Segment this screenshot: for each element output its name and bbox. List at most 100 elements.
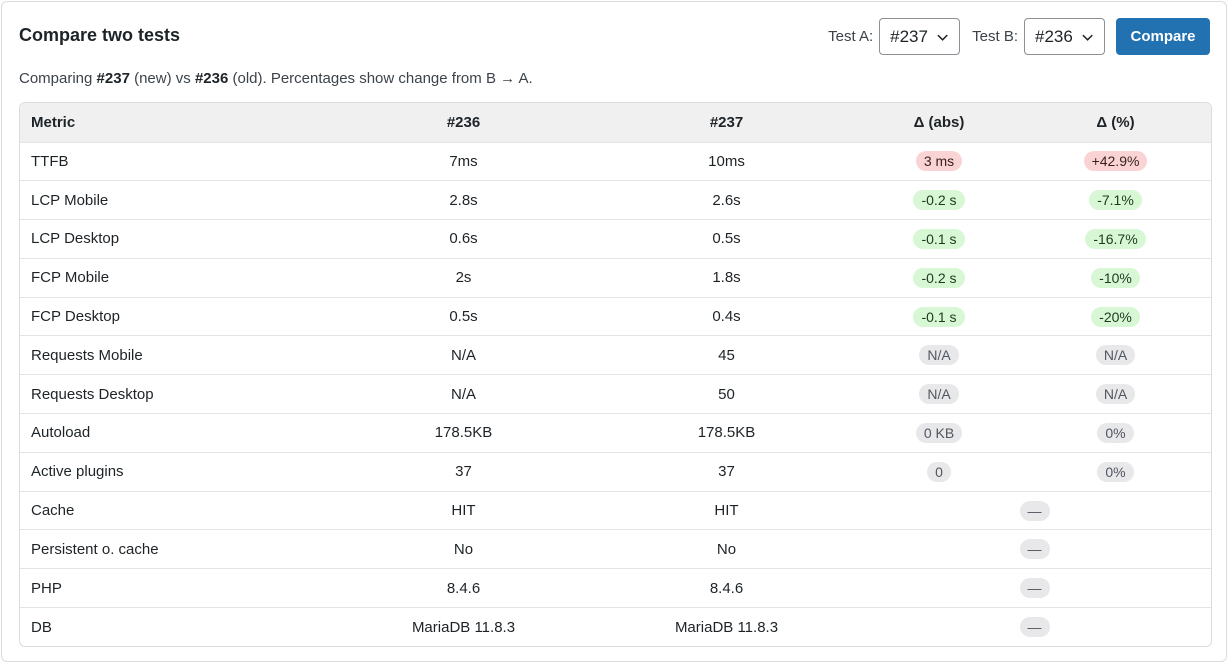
test-a-value-cell: MariaDB 11.8.3	[595, 607, 858, 646]
delta-pct-cell: -16.7%	[1020, 219, 1211, 259]
metric-cell: Requests Desktop	[20, 374, 332, 414]
test-a-value-cell: 1.8s	[595, 257, 858, 298]
test-a-value-cell: 0.4s	[595, 296, 858, 336]
test-a-value-cell: 0.5s	[595, 219, 858, 259]
test-b-select[interactable]: #236	[1024, 18, 1105, 55]
test-a-label: Test A:	[828, 28, 874, 45]
table-header-row: Metric #236 #237 Δ (abs) Δ (%)	[20, 103, 1211, 142]
delta-pct-badge: 0%	[1097, 422, 1134, 443]
table-body: TTFB 7ms 10ms 3 ms +42.9% LCP Mobile 2.8s 2.6s -…	[20, 141, 1211, 646]
delta-abs-badge: -0.2 s	[913, 267, 965, 288]
table-row: DB MariaDB 11.8.3 MariaDB 11.8.3—	[20, 607, 1211, 646]
delta-pct-badge: -10%	[1091, 267, 1140, 288]
test-a-value-cell: 50	[595, 374, 858, 414]
delta-pct-badge: -16.7%	[1085, 228, 1146, 249]
compare-controls: Test A: #237 Test B: #236 Compare	[828, 18, 1210, 55]
delta-pct-cell: N/A	[1020, 374, 1211, 414]
delta-empty-badge: —	[1019, 539, 1050, 560]
delta-pct-badge: -7.1%	[1089, 190, 1142, 211]
delta-pct-cell: 0%	[1020, 451, 1211, 492]
delta-abs-badge: N/A	[919, 345, 959, 366]
table-row: LCP Desktop 0.6s 0.5s -0.1 s -16.7%	[20, 219, 1211, 259]
comparison-table-wrapper: Metric #236 #237 Δ (abs) Δ (%) TTFB 7ms 10…	[19, 102, 1212, 647]
test-a-select[interactable]: #237	[879, 18, 961, 55]
delta-abs-badge: 3 ms	[915, 151, 963, 172]
test-b-value-cell: No	[332, 529, 595, 569]
test-b-value: #236	[1035, 26, 1073, 46]
table-row: FCP Desktop 0.5s 0.4s -0.1 s -20%	[20, 296, 1211, 336]
delta-abs-cell: N/A	[858, 335, 1020, 375]
column-header-delta-pct: Δ (%)	[1096, 113, 1135, 131]
test-b-value-cell: 0.6s	[332, 219, 595, 259]
table-row: TTFB 7ms 10ms 3 ms +42.9%	[20, 141, 1211, 181]
delta-abs-cell: -0.2 s	[858, 180, 1020, 220]
test-b-value-cell: MariaDB 11.8.3	[332, 607, 595, 646]
delta-pct-badge: N/A	[1095, 345, 1136, 366]
comparison-summary: Comparing #237 (new) vs #236 (old). Perc…	[19, 70, 533, 87]
metric-cell: LCP Desktop	[20, 219, 332, 259]
metric-cell: Cache	[20, 490, 332, 530]
delta-cell: —	[858, 607, 1211, 646]
delta-empty-badge: —	[1019, 578, 1050, 599]
table-row: FCP Mobile 2s 1.8s -0.2 s -10%	[20, 257, 1211, 298]
delta-abs-badge: -0.1 s	[913, 306, 965, 327]
test-b-value-cell: HIT	[332, 490, 595, 530]
delta-empty-badge: —	[1019, 500, 1050, 521]
table-row: Requests Desktop N/A 50 N/A N/A	[20, 374, 1211, 414]
test-b-label: Test B:	[972, 28, 1018, 45]
metric-cell: PHP	[20, 568, 332, 608]
delta-pct-badge: 0%	[1097, 461, 1134, 482]
test-b-value-cell: 2s	[332, 257, 595, 298]
column-header-test-b: #236	[446, 113, 481, 131]
metric-cell: TTFB	[20, 141, 332, 181]
compare-button[interactable]: Compare	[1116, 18, 1210, 55]
delta-abs-cell: N/A	[858, 374, 1020, 414]
delta-abs-badge: 0	[927, 461, 951, 482]
delta-pct-cell: N/A	[1020, 335, 1211, 375]
chevron-down-icon	[1082, 34, 1093, 41]
table-row: Cache HIT HIT —	[20, 490, 1211, 530]
test-b-value-cell: 178.5KB	[332, 413, 595, 453]
test-b-value-cell: 37	[332, 451, 595, 492]
metric-cell: Autoload	[20, 413, 332, 453]
delta-empty-badge: —	[1019, 617, 1050, 638]
summary-prefix: Comparing	[19, 70, 97, 87]
delta-pct-cell: -10%	[1020, 257, 1211, 298]
delta-pct-cell: -7.1%	[1020, 180, 1211, 220]
metric-cell: Active plugins	[20, 451, 332, 492]
test-a-value-cell: HIT	[595, 490, 858, 530]
metric-cell: FCP Mobile	[20, 257, 332, 298]
summary-test-a-id: #237	[96, 70, 130, 87]
test-a-value-cell: 2.6s	[595, 180, 858, 220]
delta-abs-cell: -0.1 s	[858, 219, 1020, 259]
test-b-value-cell: 2.8s	[332, 180, 595, 220]
delta-cell: —	[858, 529, 1211, 569]
comparison-table: Metric #236 #237 Δ (abs) Δ (%) TTFB 7ms 10…	[20, 103, 1211, 646]
table-row: LCP Mobile 2.8s 2.6s -0.2 s -7.1%	[20, 180, 1211, 220]
test-a-value-cell: 45	[595, 335, 858, 375]
delta-pct-badge: -20%	[1091, 306, 1140, 327]
test-a-value-cell: No	[595, 529, 858, 569]
table-row: Autoload 178.5KB 178.5KB 0 KB 0%	[20, 413, 1211, 453]
test-a-value-cell: 37	[595, 451, 858, 492]
delta-abs-badge: -0.1 s	[913, 228, 965, 249]
table-row: PHP 8.4.6 8.4.6—	[20, 568, 1211, 608]
delta-cell: —	[858, 568, 1211, 608]
metric-cell: LCP Mobile	[20, 180, 332, 220]
delta-pct-cell: 0%	[1020, 413, 1211, 453]
test-b-value-cell: 0.5s	[332, 296, 595, 336]
test-b-value-cell: 7ms	[332, 141, 595, 181]
delta-abs-badge: N/A	[919, 384, 959, 405]
test-a-value-cell: 178.5KB	[595, 413, 858, 453]
delta-pct-cell: -20%	[1020, 296, 1211, 336]
test-a-value-cell: 8.4.6	[595, 568, 858, 608]
delta-abs-cell: 0	[858, 451, 1020, 492]
delta-pct-cell: +42.9%	[1020, 141, 1211, 181]
delta-abs-badge: -0.2 s	[913, 190, 965, 211]
test-a-value-cell: 10ms	[595, 141, 858, 181]
column-header-metric: Metric	[31, 113, 76, 131]
metric-cell: FCP Desktop	[20, 296, 332, 336]
metric-cell: Requests Mobile	[20, 335, 332, 375]
test-b-value-cell: N/A	[332, 374, 595, 414]
